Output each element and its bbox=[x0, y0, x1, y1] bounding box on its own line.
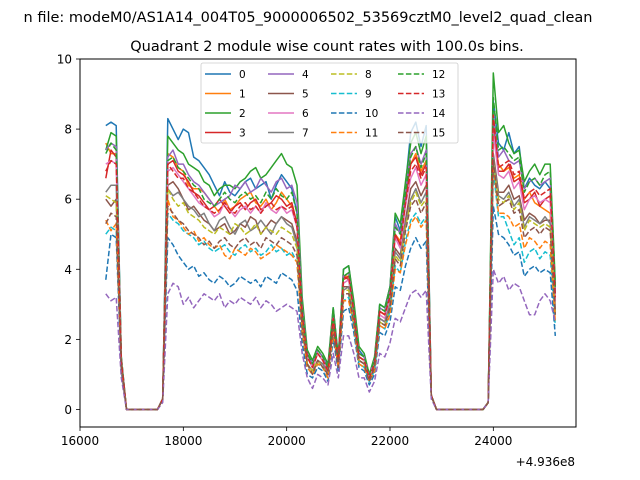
y-tick-label: 0 bbox=[64, 403, 72, 417]
x-tick-label: 22000 bbox=[371, 434, 409, 448]
chart-title: Quadrant 2 module wise count rates with … bbox=[130, 39, 524, 55]
legend-label-15: 15 bbox=[432, 128, 445, 140]
legend-label-4: 4 bbox=[302, 69, 309, 81]
legend-label-14: 14 bbox=[432, 108, 446, 120]
legend-label-12: 12 bbox=[432, 69, 445, 81]
legend-label-13: 13 bbox=[432, 89, 445, 101]
series-layer bbox=[105, 72, 557, 411]
x-offset-label: +4.936e8 bbox=[516, 455, 575, 469]
legend-label-10: 10 bbox=[365, 108, 378, 120]
plot-frame bbox=[79, 58, 577, 428]
legend-label-6: 6 bbox=[302, 108, 309, 120]
y-tick-label: 8 bbox=[64, 123, 72, 137]
legend-label-9: 9 bbox=[365, 89, 372, 101]
figure-suptitle: n file: modeM0/AS1A14_004T05_9000006502_… bbox=[24, 10, 593, 26]
legend-label-1: 1 bbox=[239, 89, 246, 101]
legend-label-0: 0 bbox=[239, 69, 246, 81]
legend-label-7: 7 bbox=[302, 128, 309, 140]
legend-label-3: 3 bbox=[239, 128, 246, 140]
x-tick-label: 18000 bbox=[164, 434, 202, 448]
legend-label-8: 8 bbox=[365, 69, 372, 81]
legend-label-2: 2 bbox=[239, 108, 246, 120]
y-tick-label: 2 bbox=[64, 333, 72, 347]
series-line-5 bbox=[105, 152, 557, 411]
series-line-15 bbox=[105, 159, 557, 411]
x-tick-label: 24000 bbox=[474, 434, 512, 448]
y-tick-label: 6 bbox=[64, 193, 72, 207]
x-tick-label: 16000 bbox=[61, 434, 99, 448]
y-tick-label: 4 bbox=[64, 263, 72, 277]
legend-label-11: 11 bbox=[365, 128, 378, 140]
legend-label-5: 5 bbox=[302, 89, 309, 101]
legend-frame bbox=[200, 62, 459, 144]
y-tick-label: 10 bbox=[57, 53, 72, 67]
x-tick-label: 20000 bbox=[268, 434, 306, 448]
